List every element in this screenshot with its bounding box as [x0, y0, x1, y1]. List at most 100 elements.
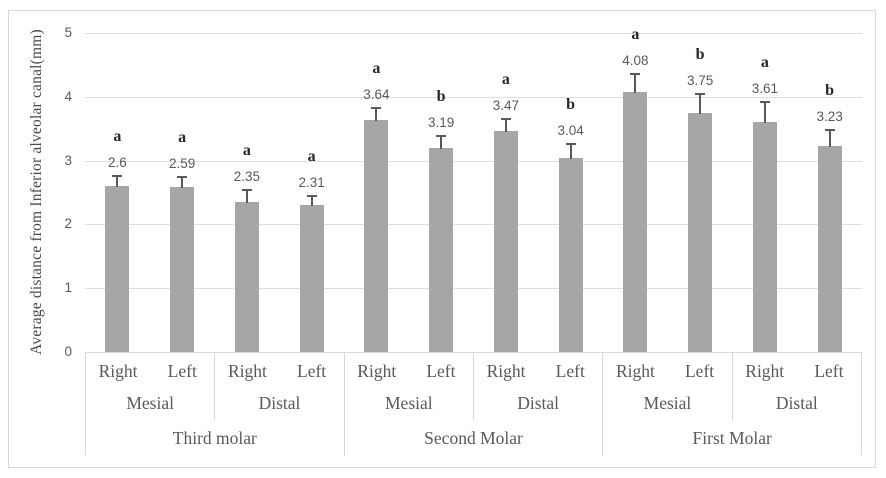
- bar: [623, 91, 648, 352]
- value-label: 2.31: [298, 174, 325, 190]
- x-molar-label: Third molar: [172, 428, 257, 448]
- value-label: 4.08: [622, 53, 649, 69]
- x-axis-table: Right Left Mesial Right Left Distal Right Left M…: [85, 352, 862, 456]
- value-label: 3.64: [363, 86, 390, 102]
- bar-slot: 2.31 a: [279, 33, 344, 352]
- x-site-cell: Right Left Mesial: [602, 353, 731, 421]
- significance-letter: b: [566, 96, 576, 114]
- x-side-row: Right Left: [215, 353, 343, 388]
- bar: [752, 121, 777, 352]
- value-label: 2.6: [107, 154, 127, 170]
- x-site-label: Mesial: [385, 393, 433, 413]
- bar: [105, 186, 130, 352]
- x-side-label: Right: [357, 361, 397, 381]
- x-side-label: Left: [297, 361, 327, 381]
- x-site-cell: Right Left Distal: [472, 353, 602, 421]
- error-bar-stem: [504, 120, 507, 132]
- bar: [429, 148, 454, 352]
- bar: [234, 202, 259, 352]
- y-tick-label: 5: [64, 25, 72, 40]
- error-bar-cap: [500, 118, 511, 121]
- error-bar-cap: [630, 73, 641, 76]
- significance-letter: b: [825, 81, 835, 99]
- x-site-cell: Right Left Mesial: [86, 353, 214, 421]
- gridline: [85, 160, 862, 162]
- y-tick-label: 4: [64, 88, 72, 104]
- error-bar-stem: [828, 130, 831, 147]
- y-axis-title: Average distance from Inferior alveolar …: [28, 29, 45, 355]
- y-tick-label: 0: [64, 344, 72, 359]
- error-bar-stem: [763, 102, 766, 123]
- bar: [299, 204, 324, 352]
- x-side-label: Right: [615, 361, 655, 381]
- error-bar-stem: [440, 137, 443, 150]
- y-tick-label: 1: [64, 280, 72, 296]
- bar: [558, 158, 583, 352]
- significance-letter: a: [760, 53, 769, 71]
- significance-letter: a: [113, 127, 122, 145]
- x-side-label: Left: [167, 361, 197, 381]
- error-bar-cap: [759, 100, 770, 103]
- bar-slot: 3.19 b: [409, 33, 474, 352]
- x-side-row: Right Left: [733, 353, 861, 388]
- x-side-row: Right Left: [474, 353, 602, 388]
- error-bar-stem: [699, 94, 702, 114]
- x-site-label: Distal: [517, 393, 560, 413]
- x-molar-label: First Molar: [602, 421, 861, 456]
- error-bar-cap: [112, 174, 123, 177]
- bar: [688, 112, 713, 352]
- bar-slot: 3.23 b: [797, 33, 862, 352]
- x-side-row: Right Left: [345, 353, 473, 388]
- value-label: 3.47: [492, 98, 520, 114]
- gridline: [85, 33, 862, 34]
- error-bar-stem: [181, 177, 184, 188]
- bar: [493, 130, 518, 352]
- error-bar-cap: [177, 175, 188, 178]
- bar-slot: 3.47 a: [474, 33, 539, 352]
- value-label: 2.59: [168, 155, 196, 171]
- x-molar-label: Second Molar: [343, 421, 603, 456]
- gridline: [85, 288, 862, 290]
- significance-letter: a: [631, 26, 640, 44]
- error-bar-stem: [245, 191, 248, 204]
- error-bar-stem: [310, 196, 313, 206]
- bar-slot: 2.6 a: [85, 33, 150, 352]
- x-side-label: Left: [684, 361, 715, 381]
- bar: [817, 145, 842, 352]
- x-side-label: Right: [486, 361, 526, 381]
- value-label: 3.19: [427, 115, 455, 130]
- error-bar-cap: [371, 106, 382, 109]
- x-side-row: Right Left: [86, 353, 214, 388]
- error-bar-cap: [306, 194, 317, 197]
- bar: [170, 186, 195, 352]
- x-site-label: Distal: [258, 393, 301, 413]
- value-label: 3.23: [816, 108, 843, 124]
- error-bar-stem: [569, 145, 572, 160]
- bar: [364, 119, 389, 352]
- x-side-label: Right: [745, 361, 785, 381]
- bar-slot: 3.04 b: [538, 33, 603, 352]
- x-site-cell: Right Left Distal: [214, 353, 343, 421]
- error-bar-cap: [695, 92, 706, 95]
- significance-letter: a: [501, 71, 510, 89]
- x-site-cell: Right Left Mesial: [343, 353, 473, 421]
- y-tick-label: 2: [64, 216, 72, 232]
- x-side-row: Right Left: [603, 353, 731, 388]
- x-side-label: Left: [555, 361, 585, 381]
- value-label: 3.75: [686, 72, 714, 88]
- x-site-label: Distal: [775, 393, 818, 413]
- error-bar-stem: [116, 176, 119, 188]
- value-label: 3.61: [751, 80, 779, 96]
- bar-slot: 3.61 a: [733, 33, 798, 352]
- error-bar-stem: [634, 75, 637, 93]
- significance-letter: b: [436, 88, 446, 105]
- x-side-label: Left: [426, 361, 456, 381]
- bar-slot: 2.35 a: [215, 33, 280, 352]
- y-tick-label: 3: [64, 152, 72, 168]
- plot-area: 2.6 a 2.59 a 2.35 a 2.31 a 3.64 a 3.19 b 3.47 a 3.04 b 4…: [85, 26, 862, 352]
- gridline: [85, 96, 862, 98]
- error-bar-cap: [436, 135, 447, 137]
- x-side-label: Right: [227, 361, 267, 381]
- error-bar-cap: [565, 143, 576, 146]
